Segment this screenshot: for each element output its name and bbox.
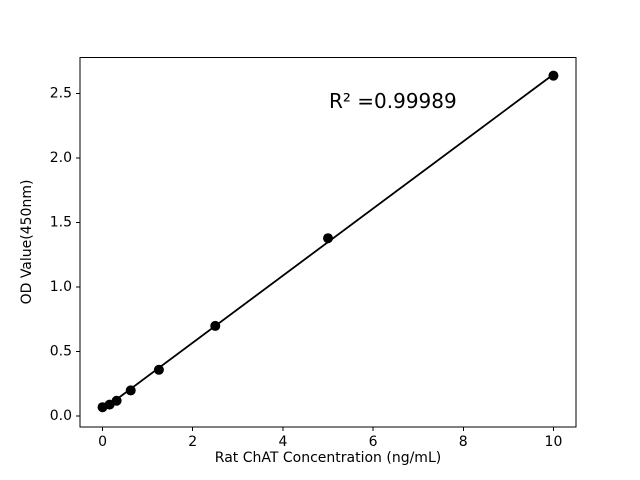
x-tick-label: 0	[98, 434, 107, 450]
data-point	[153, 364, 164, 375]
y-tick-label: 2.0	[50, 150, 72, 166]
data-point	[323, 233, 333, 244]
x-axis-label: Rat ChAT Concentration (ng/mL)	[214, 450, 442, 466]
y-tick-label: 2.5	[50, 86, 72, 102]
r-squared-annotation: R² =0.99989	[329, 89, 457, 113]
y-tick-label: 0.0	[50, 408, 72, 424]
data-point	[111, 395, 122, 406]
data-point	[125, 385, 136, 396]
y-axis-label: OD Value(450nm)	[19, 179, 35, 305]
x-tick-label: 4	[278, 434, 287, 450]
y-tick-label: 1.0	[50, 279, 72, 295]
x-tick-label: 6	[369, 434, 378, 450]
data-point	[548, 70, 559, 81]
y-tick-label: 0.5	[50, 344, 72, 360]
axes-spines	[79, 57, 577, 428]
y-tick-label: 1.5	[50, 215, 72, 231]
x-tick-label: 8	[459, 434, 468, 450]
data-point	[210, 320, 221, 331]
x-tick-label: 2	[188, 434, 197, 450]
x-tick-label: 10	[545, 434, 563, 450]
